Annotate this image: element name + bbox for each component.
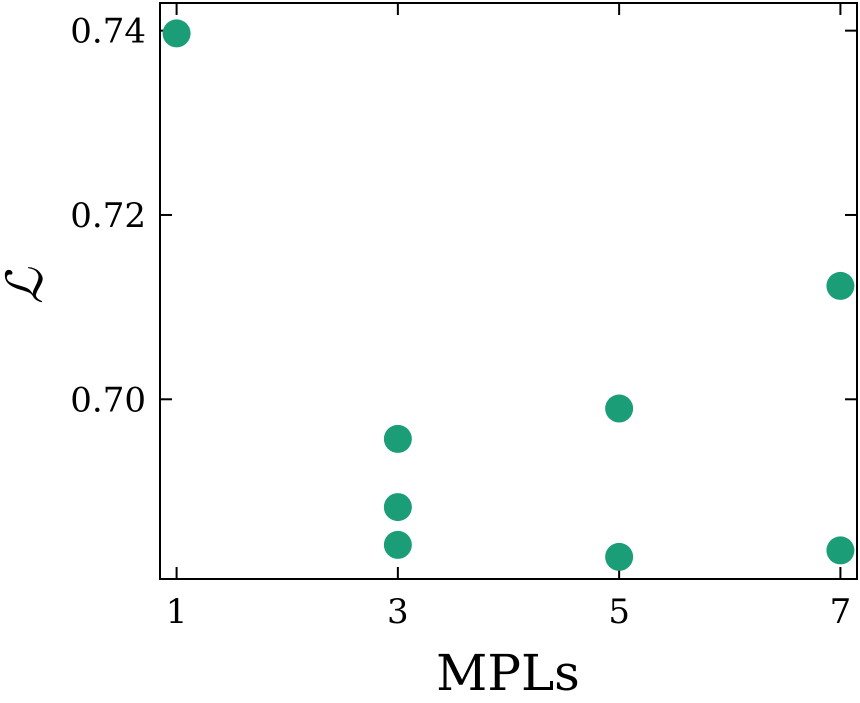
data-point — [383, 493, 412, 522]
y-tick-label: 0.70 — [70, 380, 146, 420]
x-tick-label: 7 — [830, 592, 852, 632]
data-point — [162, 19, 191, 48]
x-tick-label: 5 — [608, 592, 630, 632]
y-tick-label: 0.72 — [70, 196, 146, 236]
data-point — [826, 536, 855, 565]
data-point — [826, 271, 855, 300]
x-axis-label: MPLs — [436, 644, 580, 702]
y-axis-ticks: 0.70 0.72 0.74 — [70, 12, 857, 420]
plot-frame — [159, 2, 858, 580]
data-point — [605, 542, 634, 571]
y-tick-label: 0.74 — [70, 12, 146, 52]
x-tick-label: 3 — [387, 592, 409, 632]
x-axis-ticks: 1 3 5 7 — [166, 3, 851, 632]
x-tick-label: 1 — [166, 592, 188, 632]
data-points — [162, 19, 855, 571]
y-axis-label: ℒ — [0, 267, 54, 304]
data-point — [605, 394, 634, 423]
data-point — [383, 424, 412, 453]
data-point — [383, 530, 412, 559]
